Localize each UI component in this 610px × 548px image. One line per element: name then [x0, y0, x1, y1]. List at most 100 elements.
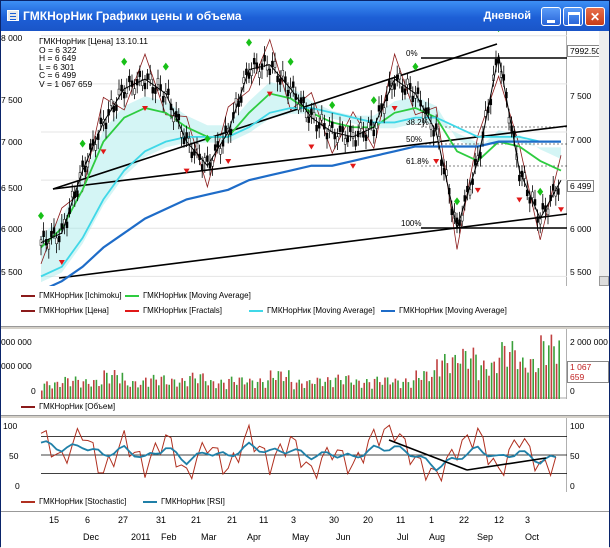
- price-pane[interactable]: 0% 38.2% 50% 61.8% 100% ГМКНорНик [Цена] 13.…: [1, 24, 568, 292]
- price-candle: [211, 160, 214, 167]
- price-candle: [408, 83, 412, 90]
- volume-bar: [470, 358, 472, 399]
- price-left-label-6000: 6 000: [1, 224, 23, 234]
- price-left-label-6500: 6 500: [1, 183, 23, 193]
- volume-bar: [64, 376, 66, 399]
- title-bar[interactable]: ГМКНорНик Графики цены и объема Дневной …: [1, 1, 609, 31]
- volume-bar: [74, 376, 77, 399]
- volume-bar: [119, 383, 121, 399]
- volume-bar: [524, 367, 527, 399]
- volume-bar: [488, 375, 490, 399]
- price-candle: [104, 122, 108, 130]
- date-axis[interactable]: 15 6 27 31 21 21 11 3 30 20 11 1 22 12 3…: [1, 511, 609, 548]
- volume-bar: [290, 381, 293, 399]
- stochastic-line: [40, 423, 557, 483]
- fractal-down-marker: [100, 149, 107, 155]
- volume-swatch: [21, 405, 35, 408]
- osc-trendline: [466, 457, 547, 471]
- price-chart[interactable]: 0% 38.2% 50% 61.8% 100%: [1, 24, 568, 292]
- legend-item-ma2[interactable]: ГМКНорНик [Moving Average]: [249, 306, 375, 315]
- stochastic-swatch: [21, 500, 35, 503]
- volume-pane[interactable]: 000 000 000 000 0: [1, 329, 567, 399]
- legend-item-ma1[interactable]: ГМКНорНик [Moving Average]: [125, 291, 251, 300]
- price-candle: [286, 89, 290, 97]
- date-month-label: Apr: [247, 532, 262, 542]
- price-candle: [460, 215, 464, 222]
- price-candle: [445, 169, 448, 176]
- volume-bar: [545, 365, 547, 399]
- volume-bar: [241, 377, 243, 399]
- osc-right-label-50: 50: [570, 451, 580, 461]
- volume-bar: [264, 387, 267, 399]
- volume-bar: [163, 375, 165, 399]
- volume-bar: [353, 384, 355, 399]
- volume-bar: [69, 386, 72, 399]
- close-button[interactable]: ✕: [585, 7, 605, 26]
- price-candle: [143, 82, 147, 90]
- legend-ma3-label: ГМКНорНик [Moving Average]: [399, 306, 507, 315]
- price-candle: [315, 125, 318, 132]
- volume-bar: [228, 378, 230, 399]
- minimize-button[interactable]: [541, 7, 561, 26]
- date-month-label: 2011: [131, 532, 151, 542]
- price-candle: [359, 122, 363, 129]
- legend-ichimoku-label: ГМКНорНик [Ichimoku]: [39, 291, 122, 300]
- volume-bar: [306, 381, 308, 399]
- legend-rsi-label: ГМКНорНик [RSI]: [161, 497, 225, 506]
- price-scrollbar[interactable]: [599, 31, 609, 286]
- price-candle: [338, 125, 342, 132]
- legend-item-ichimoku[interactable]: ГМКНорНик [Ichimoku]: [21, 291, 122, 300]
- price-candle: [533, 199, 537, 206]
- volume-bar: [199, 374, 202, 399]
- oscillator-chart[interactable]: [1, 418, 567, 492]
- legend-item-fractals[interactable]: ГМКНорНик [Fractals]: [125, 306, 222, 315]
- timeframe-label[interactable]: Дневной: [483, 10, 532, 22]
- ma3-swatch: [381, 309, 395, 312]
- volume-bar: [405, 378, 407, 399]
- volume-bar: [485, 369, 488, 399]
- volume-bar: [111, 375, 113, 399]
- volume-bar: [132, 381, 134, 399]
- volume-right-scale[interactable]: 2 000 000 1 067 659 0: [567, 329, 609, 399]
- price-candle: [156, 78, 160, 85]
- price-candle: [541, 203, 545, 210]
- volume-bar: [379, 382, 381, 399]
- price-candle: [216, 141, 220, 148]
- volume-bar: [389, 384, 391, 399]
- volume-bar: [540, 335, 542, 399]
- legend-item-ma3[interactable]: ГМКНорНик [Moving Average]: [381, 306, 507, 315]
- volume-left-label-mid: 000 000: [1, 361, 32, 371]
- fractal-down-marker: [308, 144, 315, 150]
- volume-bar: [327, 377, 329, 399]
- legend-item-rsi[interactable]: ГМКНорНик [RSI]: [143, 497, 225, 506]
- oscillator-pane[interactable]: 100 50 0: [1, 418, 567, 492]
- price-candle: [133, 88, 136, 95]
- osc-trendline: [388, 439, 468, 471]
- legend-item-volume[interactable]: ГМКНорНик [Объем]: [21, 402, 115, 411]
- legend-fractals-label: ГМКНорНик [Fractals]: [143, 306, 223, 315]
- volume-bar: [173, 379, 176, 399]
- legend-ma1-label: ГМКНорНик [Moving Average]: [143, 291, 251, 300]
- scroll-down-arrow[interactable]: [599, 276, 609, 286]
- volume-bar: [160, 376, 163, 399]
- pane-divider[interactable]: [1, 326, 609, 329]
- legend-item-stochastic[interactable]: ГМКНорНик [Stochastic]: [21, 497, 126, 506]
- price-candle: [466, 185, 469, 193]
- price-candle: [304, 111, 308, 118]
- fractal-up-marker: [495, 24, 502, 33]
- volume-chart[interactable]: [1, 329, 567, 399]
- chart-app-icon[interactable]: [7, 10, 19, 21]
- maximize-button[interactable]: [563, 7, 583, 26]
- volume-legend: ГМКНорНик [Объем]: [1, 399, 609, 415]
- volume-bar: [100, 384, 103, 399]
- osc-right-scale[interactable]: 100 50 0: [567, 418, 609, 492]
- price-candle: [403, 88, 407, 95]
- date-month-label: Jun: [336, 532, 351, 542]
- price-candle: [128, 75, 131, 83]
- date-day-label: 1: [429, 515, 435, 525]
- pane-divider[interactable]: [1, 415, 609, 418]
- legend-item-price[interactable]: ГМКНорНик [Цена]: [21, 306, 109, 315]
- volume-bar: [262, 382, 264, 399]
- price-candle: [213, 144, 217, 151]
